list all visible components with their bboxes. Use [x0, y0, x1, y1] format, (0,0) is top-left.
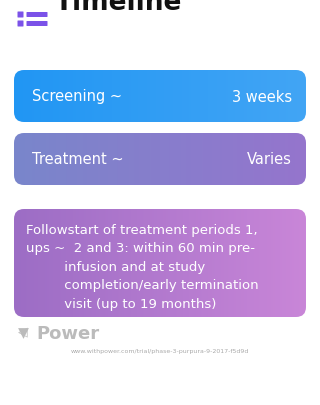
- Text: Varies: Varies: [247, 152, 292, 167]
- FancyBboxPatch shape: [14, 71, 306, 123]
- Text: ◁: ◁: [18, 325, 28, 338]
- Text: Power: Power: [36, 324, 99, 342]
- Point: [20, 330, 26, 337]
- Text: Screening ~: Screening ~: [32, 89, 122, 104]
- Text: www.withpower.com/trial/phase-3-purpura-9-2017-f5d9d: www.withpower.com/trial/phase-3-purpura-…: [71, 349, 249, 354]
- Text: Timeline: Timeline: [55, 0, 182, 16]
- FancyBboxPatch shape: [18, 21, 23, 28]
- Text: Followstart of treatment periods 1,
ups ~  2 and 3: within 60 min pre-
         : Followstart of treatment periods 1, ups …: [26, 224, 259, 310]
- Text: Treatment ~: Treatment ~: [32, 152, 124, 167]
- FancyBboxPatch shape: [27, 13, 47, 18]
- FancyBboxPatch shape: [14, 134, 306, 185]
- Text: 3 weeks: 3 weeks: [232, 89, 292, 104]
- FancyBboxPatch shape: [27, 22, 47, 27]
- FancyBboxPatch shape: [18, 13, 23, 19]
- FancyBboxPatch shape: [14, 209, 306, 317]
